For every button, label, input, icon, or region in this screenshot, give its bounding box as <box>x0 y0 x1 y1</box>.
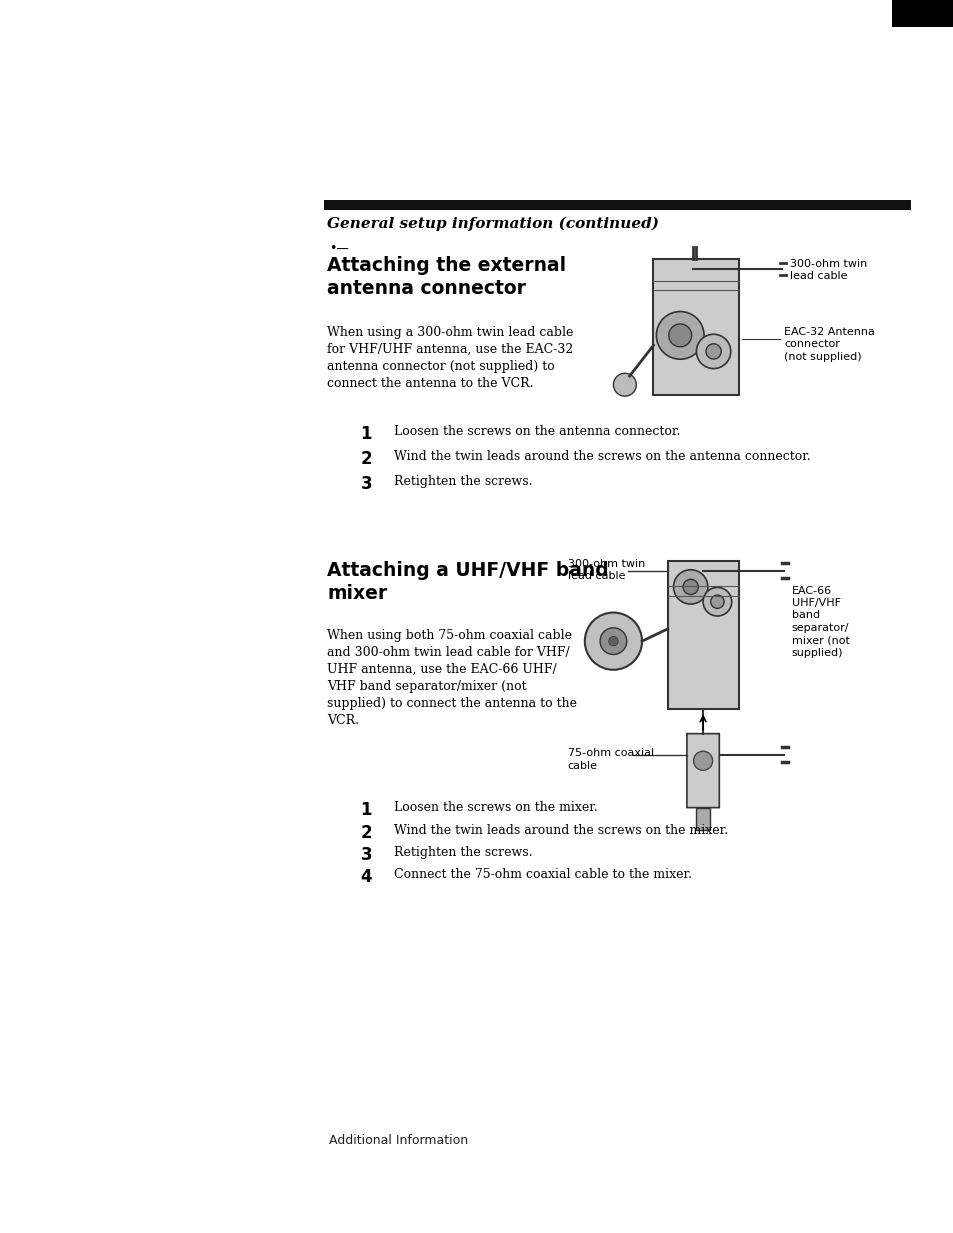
FancyBboxPatch shape <box>686 734 719 808</box>
Text: 75-ohm coaxial
cable: 75-ohm coaxial cable <box>567 748 653 771</box>
Circle shape <box>584 613 641 670</box>
Circle shape <box>696 334 730 369</box>
Circle shape <box>608 636 618 646</box>
Circle shape <box>705 344 720 359</box>
Text: •—: •— <box>329 242 349 255</box>
Text: Additional Information: Additional Information <box>329 1134 468 1148</box>
Bar <box>891 0 953 27</box>
Text: 4: 4 <box>360 868 372 887</box>
Circle shape <box>693 751 712 771</box>
Circle shape <box>613 374 636 396</box>
Text: Retighten the screws.: Retighten the screws. <box>394 475 532 488</box>
Text: Loosen the screws on the antenna connector.: Loosen the screws on the antenna connect… <box>394 425 679 439</box>
Text: Attaching the external
antenna connector: Attaching the external antenna connector <box>327 256 566 298</box>
Text: Attaching a UHF/VHF band
mixer: Attaching a UHF/VHF band mixer <box>327 561 608 603</box>
Text: 3: 3 <box>360 475 372 493</box>
Text: Wind the twin leads around the screws on the mixer.: Wind the twin leads around the screws on… <box>394 824 727 837</box>
Text: 1: 1 <box>360 801 372 820</box>
Bar <box>696 808 709 830</box>
Circle shape <box>682 580 698 594</box>
Text: Loosen the screws on the mixer.: Loosen the screws on the mixer. <box>394 801 598 815</box>
Text: EAC-32 Antenna
connector
(not supplied): EAC-32 Antenna connector (not supplied) <box>783 327 874 361</box>
Text: 3: 3 <box>360 846 372 864</box>
Text: 2: 2 <box>360 824 372 842</box>
Bar <box>667 561 739 709</box>
Circle shape <box>673 570 707 604</box>
Text: 2: 2 <box>360 450 372 469</box>
Circle shape <box>702 587 731 616</box>
Circle shape <box>599 628 626 655</box>
Text: 300-ohm twin
lead cable: 300-ohm twin lead cable <box>567 559 644 581</box>
Text: When using a 300-ohm twin lead cable
for VHF/UHF antenna, use the EAC-32
antenna: When using a 300-ohm twin lead cable for… <box>327 326 573 390</box>
Circle shape <box>668 324 691 346</box>
Text: When using both 75-ohm coaxial cable
and 300-ohm twin lead cable for VHF/
UHF an: When using both 75-ohm coaxial cable and… <box>327 629 577 726</box>
Bar <box>324 200 910 210</box>
Text: General setup information (continued): General setup information (continued) <box>327 217 659 232</box>
Text: 300-ohm twin
lead cable: 300-ohm twin lead cable <box>789 259 866 281</box>
Circle shape <box>710 596 723 608</box>
Bar <box>653 259 739 395</box>
Circle shape <box>656 312 703 359</box>
Text: Connect the 75-ohm coaxial cable to the mixer.: Connect the 75-ohm coaxial cable to the … <box>394 868 691 882</box>
Text: 1: 1 <box>360 425 372 444</box>
Text: Retighten the screws.: Retighten the screws. <box>394 846 532 859</box>
Text: EAC-66
UHF/VHF
band
separator/
mixer (not
supplied): EAC-66 UHF/VHF band separator/ mixer (no… <box>791 586 849 657</box>
Text: Wind the twin leads around the screws on the antenna connector.: Wind the twin leads around the screws on… <box>394 450 810 464</box>
